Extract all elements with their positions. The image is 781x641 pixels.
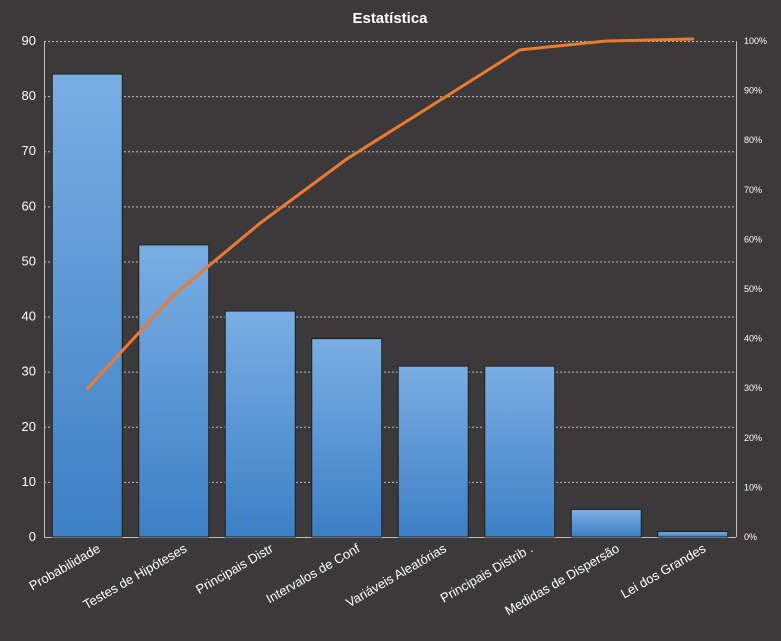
left-tick-label: 60: [22, 198, 36, 213]
right-axis-ticks: 0% 10% 20% 30% 40% 50% 60% 70% 80% 90% 100%: [744, 36, 767, 542]
category-label: Probabilidade: [26, 541, 102, 594]
bar: [311, 338, 383, 538]
category-label: Principais Distr: [193, 540, 276, 597]
left-tick-label: 20: [22, 419, 36, 434]
right-tick-label: 10%: [744, 482, 762, 492]
bar: [657, 530, 729, 538]
left-tick-label: 50: [22, 253, 36, 268]
line-point: [431, 102, 435, 106]
right-tick-label: 60%: [744, 234, 762, 244]
left-axis-ticks: 0 10 20 30 40 50 60 70 80 90: [22, 33, 36, 544]
line-point: [691, 37, 695, 41]
left-tick-label: 70: [22, 143, 36, 158]
left-tick-label: 80: [22, 88, 36, 103]
left-tick-label: 30: [22, 364, 36, 379]
right-tick-label: 80%: [744, 135, 762, 145]
bar: [397, 365, 469, 538]
right-tick-label: 40%: [744, 334, 762, 344]
right-tick-label: 100%: [744, 36, 767, 46]
right-tick-label: 50%: [744, 284, 762, 294]
right-tick-label: 30%: [744, 383, 762, 393]
category-label: Lei dos Grandes: [618, 540, 709, 601]
line-point: [258, 221, 262, 225]
line-point: [172, 293, 176, 297]
left-tick-label: 0: [29, 529, 36, 544]
bar: [138, 244, 210, 538]
line-point: [604, 39, 608, 43]
chart-title: Estatística: [352, 10, 428, 27]
bar: [51, 73, 123, 538]
bar: [484, 365, 556, 538]
right-tick-label: 0%: [744, 532, 757, 542]
line-point: [85, 387, 89, 391]
right-tick-label: 20%: [744, 433, 762, 443]
line-point: [345, 157, 349, 161]
cumulative-line: [86, 37, 693, 390]
left-tick-label: 90: [22, 33, 36, 48]
gridlines: [44, 41, 737, 538]
left-tick-label: 40: [22, 309, 36, 324]
right-tick-label: 90%: [744, 86, 762, 96]
bar-series: [51, 73, 729, 538]
bar: [570, 508, 642, 538]
right-tick-label: 70%: [744, 185, 762, 195]
left-tick-label: 10: [22, 474, 36, 489]
bar: [224, 310, 296, 538]
cumulative-line-series: [85, 37, 695, 391]
line-point: [518, 48, 522, 52]
